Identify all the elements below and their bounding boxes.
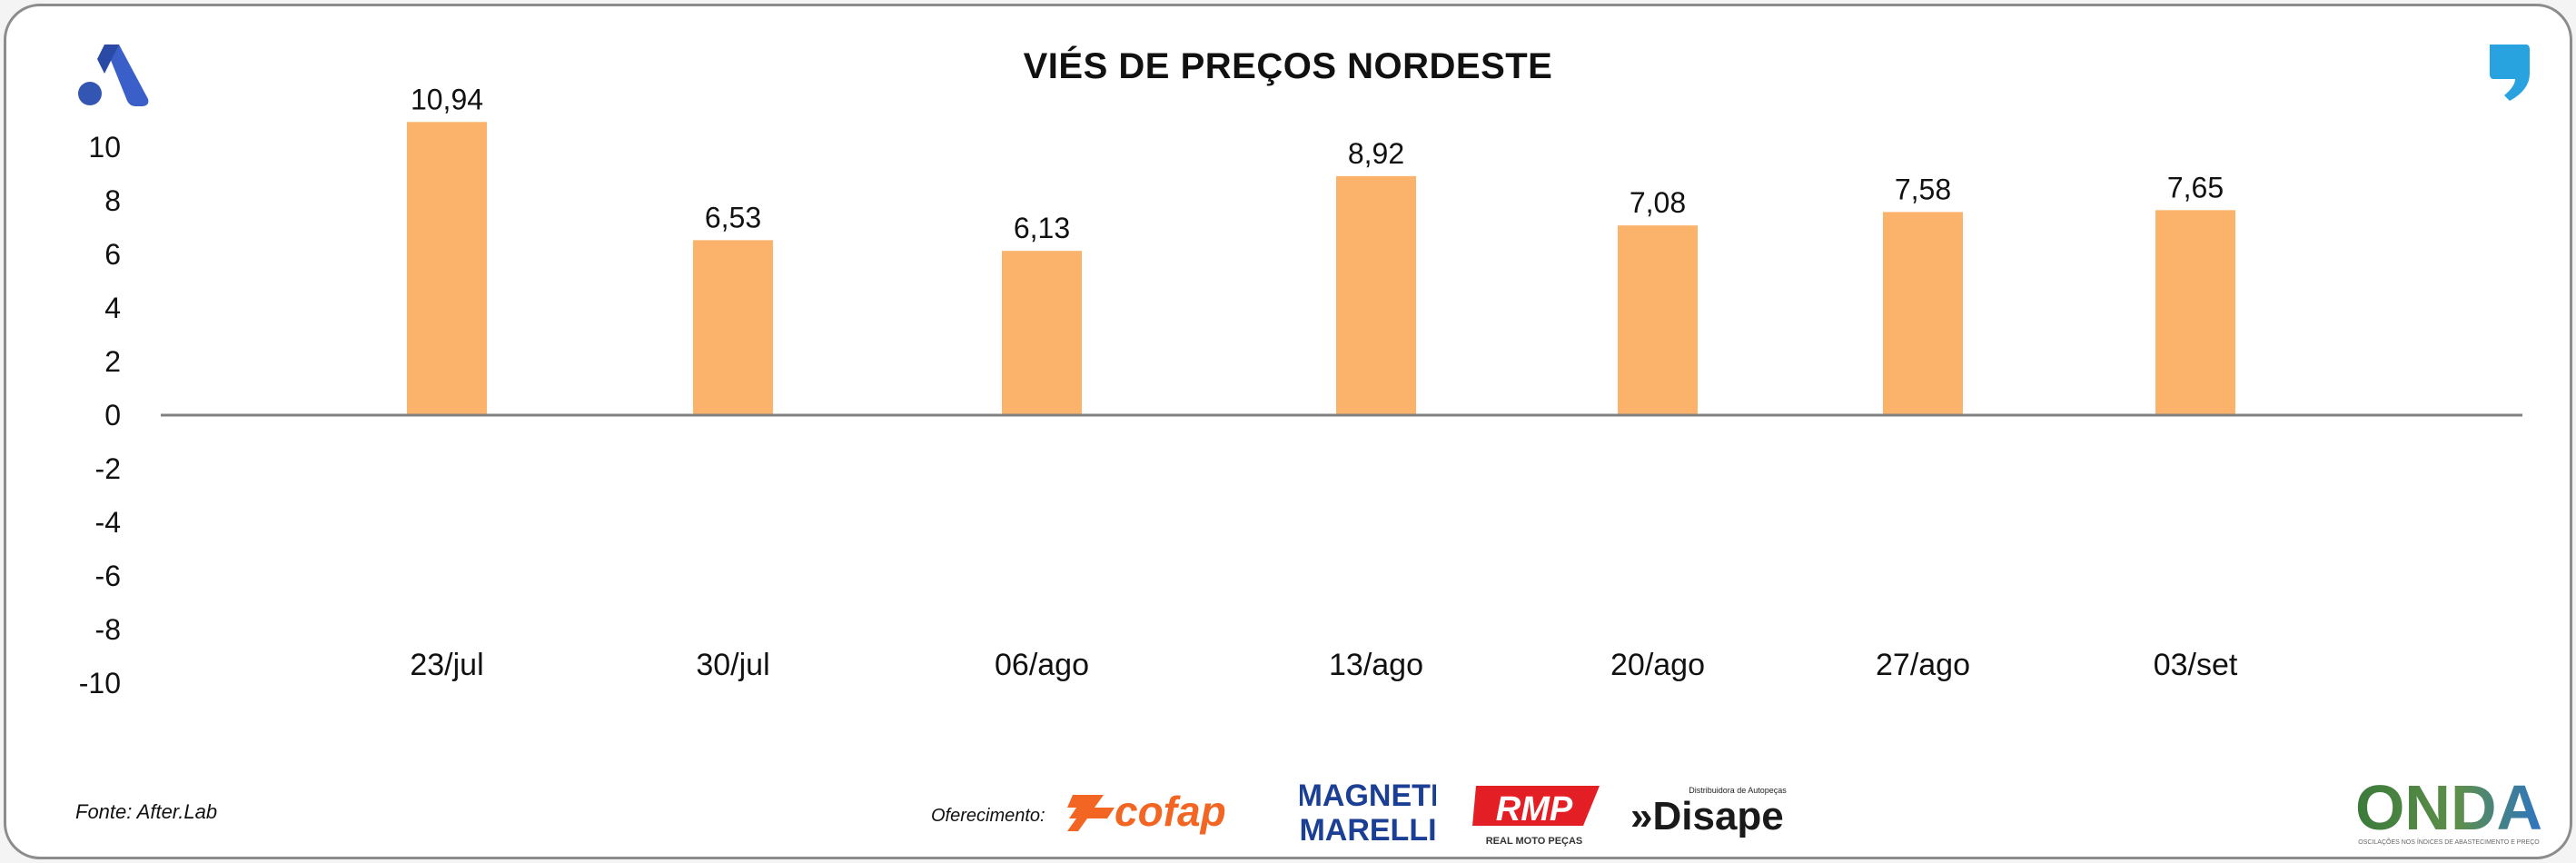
svg-text:OSCILAÇÕES NOS ÍNDICES DE ABAS: OSCILAÇÕES NOS ÍNDICES DE ABASTECIMENTO … <box>2358 838 2540 846</box>
x-tick-label: 03/set <box>2154 648 2238 682</box>
x-tick-label: 13/ago <box>1329 648 1423 682</box>
data-label: 10,94 <box>411 83 483 115</box>
x-tick-label: 23/jul <box>410 648 483 682</box>
x-tick-label: 20/ago <box>1610 648 1705 682</box>
x-tick-label: 30/jul <box>696 648 769 682</box>
y-tick-label: -6 <box>95 560 121 592</box>
quote-icon <box>2490 45 2530 101</box>
bar <box>1618 225 1698 415</box>
data-label: 7,08 <box>1630 186 1686 219</box>
svg-text:cofap: cofap <box>1115 788 1226 835</box>
bar-chart: 10 8 6 4 2 0 -2 -4 -6 -8 -10 10,94 6,53 6,13 8,92 7,08 7… <box>79 83 2522 699</box>
bar <box>407 122 487 415</box>
y-tick-label: 10 <box>88 131 121 164</box>
svg-text:RMP: RMP <box>1496 790 1573 828</box>
y-tick-label: 4 <box>104 292 121 324</box>
bar <box>1883 212 1963 415</box>
y-tick-label: -2 <box>95 452 121 485</box>
y-tick-label: 6 <box>104 238 121 271</box>
sponsor-label: Oferecimento: <box>931 806 1045 826</box>
sponsor-logo-cofap: cofap <box>1067 788 1226 835</box>
x-tick-label: 06/ago <box>995 648 1089 682</box>
sponsor-logo-rmp: RMP REAL MOTO PEÇAS <box>1472 786 1600 847</box>
sponsor-logo-disape: Distribuidora de Autopeças »Disape <box>1630 786 1787 838</box>
x-tick-label: 27/ago <box>1876 648 1970 682</box>
data-label: 8,92 <box>1348 137 1404 170</box>
y-tick-label: 2 <box>104 345 121 378</box>
svg-text:MARELLI: MARELLI <box>1300 813 1436 848</box>
sponsor-logo-onda: ONDA OSCILAÇÕES NOS ÍNDICES DE ABASTECIM… <box>2355 775 2542 846</box>
data-label: 7,58 <box>1895 173 1951 205</box>
bar <box>693 240 773 415</box>
svg-text:MAGNETI: MAGNETI <box>1300 779 1436 813</box>
data-label: 6,53 <box>705 201 761 233</box>
chart-card: VIÉS DE PREÇOS NORDESTE 10 8 6 4 2 0 -2 -4 -6 -8 -… <box>4 4 2572 859</box>
data-label: 7,65 <box>2167 171 2224 203</box>
bar <box>1336 175 1416 416</box>
svg-text:ONDA: ONDA <box>2355 775 2542 843</box>
y-tick-label: -8 <box>95 613 121 646</box>
brand-logo-a-icon <box>78 45 149 106</box>
data-label: 6,13 <box>1014 212 1070 244</box>
sponsor-logo-magneti-marelli: MAGNETI MARELLI <box>1300 779 1436 848</box>
source-note: Fonte: After.Lab <box>75 800 218 823</box>
bar <box>1002 251 1082 415</box>
chart-title: VIÉS DE PREÇOS NORDESTE <box>1023 46 1553 86</box>
y-tick-label: 0 <box>104 399 121 432</box>
svg-text:REAL MOTO PEÇAS: REAL MOTO PEÇAS <box>1486 836 1583 847</box>
bar <box>2155 210 2235 415</box>
svg-text:»Disape: »Disape <box>1630 794 1784 838</box>
y-tick-label: 8 <box>104 184 121 217</box>
y-tick-label: -4 <box>95 506 121 539</box>
svg-text:Distribuidora de Autopeças: Distribuidora de Autopeças <box>1689 786 1787 795</box>
y-tick-label: -10 <box>79 667 121 699</box>
